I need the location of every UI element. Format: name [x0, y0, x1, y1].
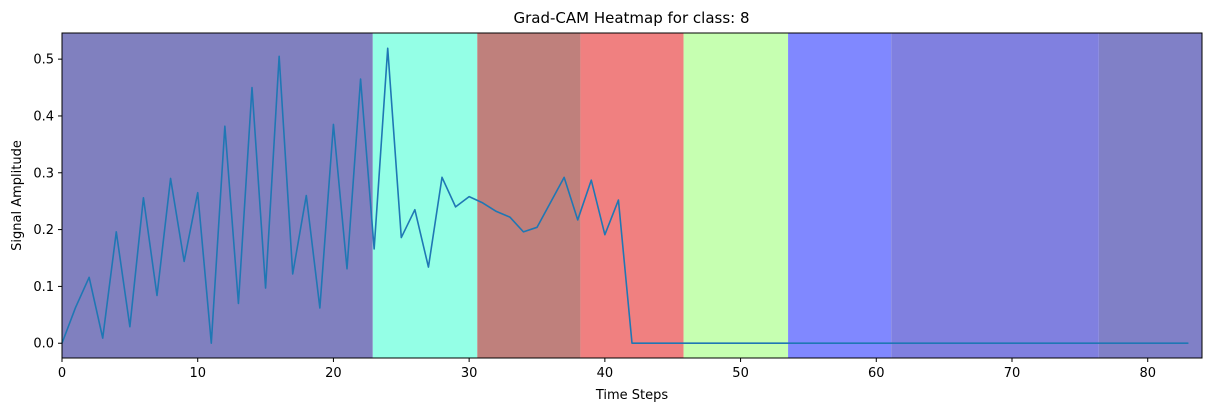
- y-tick-label: 0.3: [33, 166, 54, 181]
- x-tick-label: 40: [597, 366, 614, 381]
- plot-frame: [61, 32, 1203, 359]
- heatmap-bands: [62, 33, 1202, 358]
- x-tick-label: 20: [325, 366, 342, 381]
- y-tick-label: 0.2: [33, 223, 54, 238]
- y-axis-ticks: 0.0 0.1 0.2 0.3 0.4 0.5: [33, 53, 62, 352]
- x-tick-label: 70: [1004, 366, 1021, 381]
- x-tick-label: 80: [1139, 366, 1156, 381]
- signal-line: [61, 47, 1189, 345]
- heatmap-band-4: [683, 33, 789, 358]
- x-tick-label: 0: [58, 366, 66, 381]
- x-tick-label: 50: [732, 366, 749, 381]
- y-tick-label: 0.0: [33, 337, 54, 352]
- heatmap-band-0: [62, 33, 373, 358]
- chart-title: Grad-CAM Heatmap for class: 8: [513, 9, 749, 27]
- x-axis-ticks: 0 10 20 30 40 50 60 70 80: [58, 358, 1156, 381]
- y-axis-label: Signal Amplitude: [10, 140, 25, 251]
- y-tick-label: 0.4: [33, 109, 54, 124]
- heatmap-band-5: [788, 33, 892, 358]
- x-tick-label: 30: [461, 366, 478, 381]
- heatmap-band-1: [372, 33, 478, 358]
- heatmap-band-6: [891, 33, 1099, 358]
- x-axis-label: Time Steps: [595, 388, 669, 403]
- x-tick-label: 10: [189, 366, 206, 381]
- heatmap-band-3: [580, 33, 684, 358]
- heatmap-band-7: [1098, 33, 1202, 358]
- y-tick-label: 0.5: [33, 53, 54, 68]
- x-tick-label: 60: [868, 366, 885, 381]
- heatmap-band-2: [477, 33, 581, 358]
- y-tick-label: 0.1: [33, 280, 54, 295]
